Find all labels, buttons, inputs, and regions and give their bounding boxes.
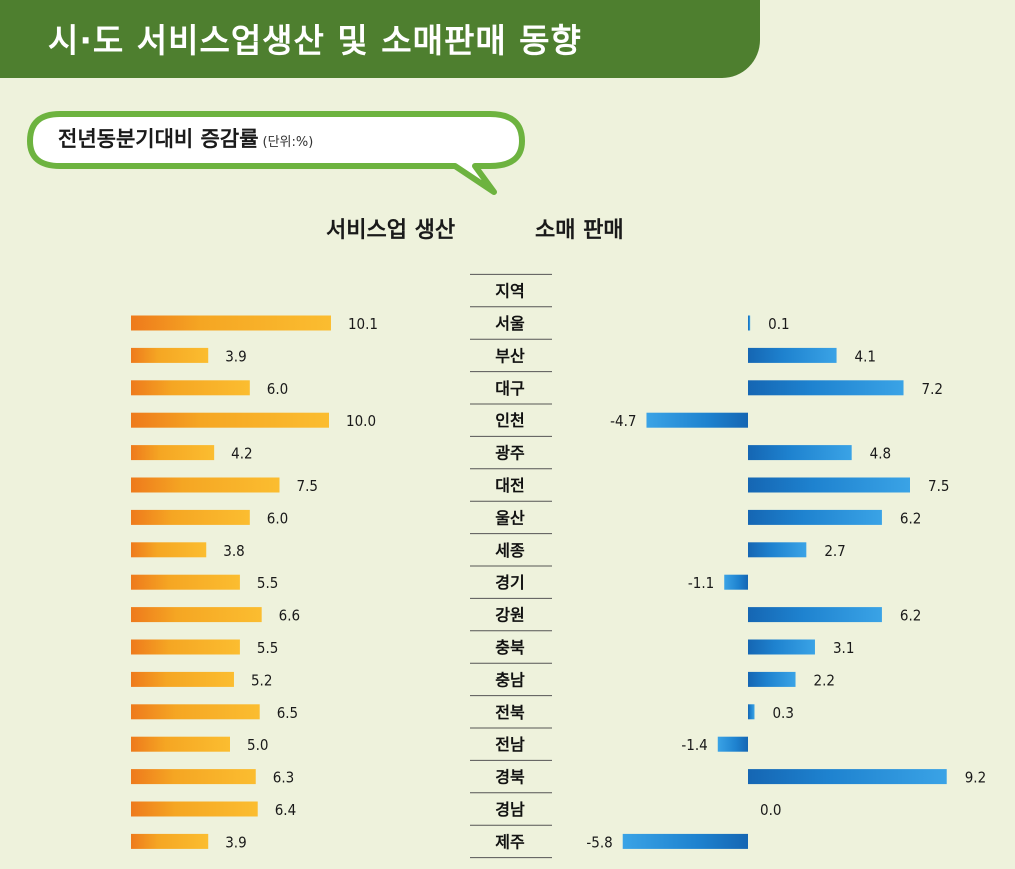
region-label: 세종 [495, 541, 525, 560]
retail-bar [748, 542, 807, 558]
services-bar [131, 509, 250, 525]
retail-bar [717, 736, 748, 752]
retail-bar [748, 347, 837, 363]
region-label: 경남 [495, 800, 525, 819]
retail-bar [748, 445, 852, 461]
retail-value-label: 9.2 [965, 769, 986, 787]
retail-value-label: 4.8 [870, 445, 891, 463]
region-label: 부산 [495, 346, 525, 365]
retail-value-label: 2.2 [814, 671, 835, 689]
services-value-label: 6.4 [275, 801, 296, 819]
region-label: 광주 [495, 444, 525, 463]
speech-bubble [27, 111, 525, 195]
services-value-label: 7.5 [297, 477, 318, 495]
services-value-label: 6.6 [279, 607, 300, 625]
retail-value-label: 2.7 [824, 542, 845, 560]
retail-value-label: -5.8 [586, 833, 612, 851]
retail-bar [748, 509, 882, 525]
retail-value-label: 3.1 [833, 639, 854, 657]
services-bar [131, 639, 240, 655]
region-label: 서울 [495, 314, 525, 333]
services-value-label: 3.9 [225, 833, 246, 851]
retail-value-label: 7.2 [922, 380, 943, 398]
region-label: 충남 [495, 670, 525, 689]
retail-value-label: -4.7 [610, 412, 636, 430]
retail-value-label: 6.2 [900, 607, 921, 625]
services-bar [131, 315, 331, 331]
retail-bar [748, 380, 904, 396]
retail-value-label: -1.1 [688, 574, 714, 592]
region-label: 제주 [495, 832, 525, 851]
region-label: 울산 [495, 508, 525, 527]
region-column-header: 지역 [495, 282, 524, 301]
services-bar [131, 574, 240, 590]
retail-value-label: 4.1 [855, 347, 876, 365]
services-bar [131, 671, 234, 687]
retail-bar [748, 704, 755, 720]
services-value-label: 6.0 [267, 380, 288, 398]
services-bar [131, 477, 280, 493]
services-value-label: 5.0 [247, 736, 268, 754]
services-bar [131, 445, 215, 461]
region-label: 인천 [495, 411, 524, 430]
region-label: 전남 [495, 735, 525, 754]
services-bar [131, 833, 209, 849]
services-bar [131, 769, 256, 785]
subtitle-text: 전년동분기대비 증감률 [58, 127, 259, 151]
services-bar [131, 380, 250, 396]
services-value-label: 5.2 [251, 671, 272, 689]
services-bar [131, 607, 262, 623]
region-label: 전북 [495, 703, 525, 722]
retail-value-label: 6.2 [900, 509, 921, 527]
services-value-label: 10.0 [346, 412, 376, 430]
header-banner: 시·도 서비스업생산 및 소매판매 동향 [0, 0, 760, 78]
services-value-label: 4.2 [231, 445, 252, 463]
retail-bar [748, 315, 751, 331]
region-label: 충북 [495, 638, 525, 657]
services-value-label: 10.1 [348, 315, 378, 333]
region-label: 대구 [495, 379, 525, 398]
retail-value-label: 0.3 [772, 704, 793, 722]
retail-value-label: -1.4 [681, 736, 707, 754]
series-heading-services: 서비스업 생산 [326, 218, 456, 243]
services-value-label: 5.5 [257, 574, 278, 592]
services-bar [131, 801, 258, 817]
region-label: 대전 [495, 476, 524, 495]
services-value-label: 5.5 [257, 639, 278, 657]
services-value-label: 6.3 [273, 769, 294, 787]
retail-value-label: 0.0 [760, 801, 781, 819]
retail-value-label: 0.1 [768, 315, 789, 333]
page-title: 시·도 서비스업생산 및 소매판매 동향 [48, 21, 582, 60]
retail-bar [748, 607, 882, 623]
subtitle: 전년동분기대비 증감률 (단위:%) [58, 123, 313, 153]
services-bar [131, 347, 209, 363]
unit-label: (단위:%) [262, 135, 314, 150]
services-value-label: 6.5 [277, 704, 298, 722]
retail-bar [748, 477, 910, 493]
retail-bar [748, 639, 815, 655]
region-label: 강원 [495, 606, 524, 625]
services-value-label: 3.8 [223, 542, 244, 560]
services-value-label: 3.9 [225, 347, 246, 365]
services-bar [131, 542, 207, 558]
services-bar [131, 736, 230, 752]
services-bar [131, 412, 329, 428]
region-label: 경기 [495, 573, 524, 592]
retail-bar [622, 833, 748, 849]
retail-bar [748, 671, 796, 687]
series-heading-retail: 소매 판매 [535, 218, 624, 243]
retail-bar [646, 412, 748, 428]
retail-bar [748, 769, 947, 785]
services-value-label: 6.0 [267, 509, 288, 527]
retail-bar [724, 574, 748, 590]
retail-value-label: 7.5 [928, 477, 949, 495]
services-bar [131, 704, 260, 720]
region-label: 경북 [495, 768, 525, 787]
